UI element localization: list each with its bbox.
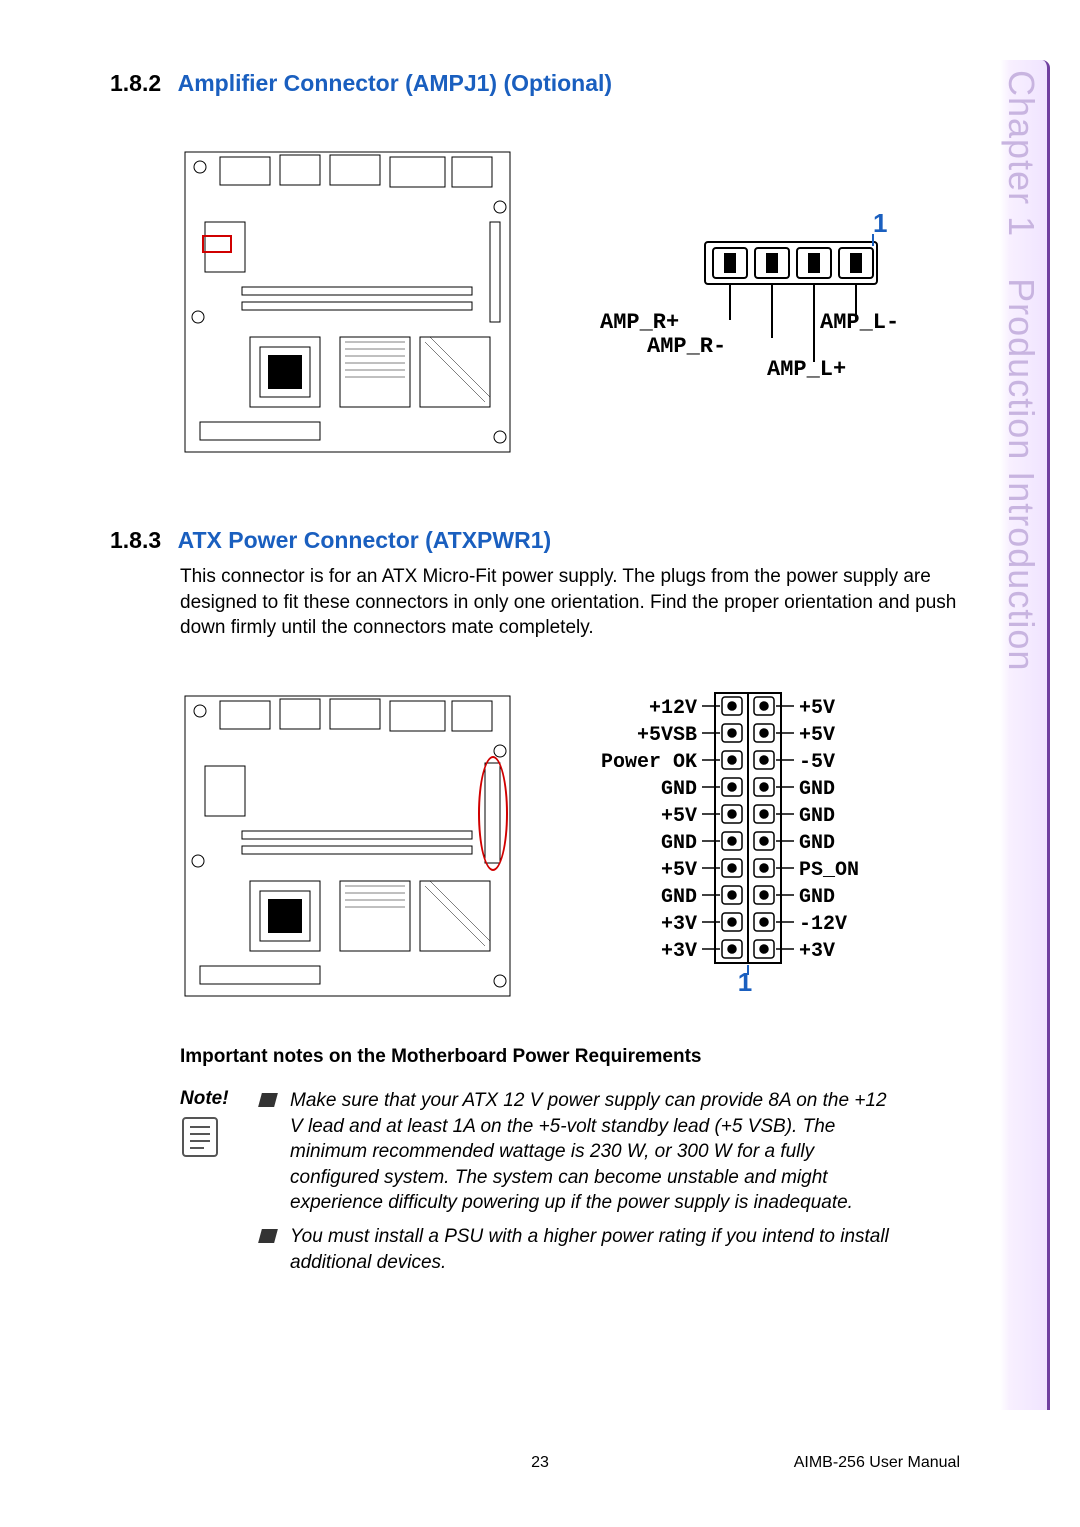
section-182-diagrams: 1 bbox=[180, 137, 980, 467]
motherboard-diagram-183 bbox=[180, 681, 515, 1011]
atx-right-5: GND bbox=[799, 832, 835, 855]
ampj-label-2: AMP_L- bbox=[820, 310, 899, 335]
notes-heading: Important notes on the Motherboard Power… bbox=[180, 1046, 980, 1068]
ampj1-svg: 1 bbox=[575, 210, 935, 390]
ampj-pin1-num: 1 bbox=[873, 210, 887, 238]
section-183-title: ATX Power Connector (ATXPWR1) bbox=[178, 527, 552, 553]
note-bullet-1: You must install a PSU with a higher pow… bbox=[260, 1224, 900, 1275]
atx-left-3: GND bbox=[661, 778, 697, 801]
note-block: Note! Make sure that your ATX 12 V power… bbox=[180, 1088, 980, 1283]
atx-left-7: GND bbox=[661, 886, 697, 909]
ampj-label-1: AMP_R- bbox=[647, 334, 726, 359]
ampj-label-3: AMP_L+ bbox=[767, 357, 846, 382]
atx-left-8: +3V bbox=[661, 913, 697, 936]
section-182-num: 1.8.2 bbox=[110, 70, 161, 96]
section-183-num: 1.8.3 bbox=[110, 527, 161, 553]
section-183-diagrams: +12V +5VSB Power OK GND +5V GND +5V GND +3V +3V +… bbox=[180, 681, 980, 1011]
atxpwr1-svg: +12V +5VSB Power OK GND +5V GND +5V GND +3V +3V +… bbox=[575, 683, 915, 1003]
atx-left-1: +5VSB bbox=[637, 724, 697, 747]
ampj1-pinout: 1 bbox=[575, 210, 935, 395]
note-label: Note! bbox=[180, 1088, 240, 1110]
note-bullets: Make sure that your ATX 12 V power suppl… bbox=[260, 1088, 900, 1283]
section-183: 1.8.3 ATX Power Connector (ATXPWR1) This… bbox=[110, 527, 980, 1283]
section-182: 1.8.2 Amplifier Connector (AMPJ1) (Optio… bbox=[110, 70, 980, 467]
atxpwr1-pinout: +12V +5VSB Power OK GND +5V GND +5V GND +3V +3V +… bbox=[575, 683, 915, 1008]
highlight-atxpwr1 bbox=[478, 756, 508, 871]
footer-manual: AIMB-256 User Manual bbox=[794, 1454, 960, 1472]
ampj-label-0: AMP_R+ bbox=[600, 310, 679, 335]
note-icon bbox=[180, 1115, 220, 1159]
motherboard-diagram-182 bbox=[180, 137, 515, 467]
mobo-svg-182 bbox=[180, 137, 515, 467]
atx-left-2: Power OK bbox=[601, 751, 697, 774]
atx-left-9: +3V bbox=[661, 940, 697, 963]
atx-right-1: +5V bbox=[799, 724, 835, 747]
note-bullet-0: Make sure that your ATX 12 V power suppl… bbox=[260, 1088, 900, 1216]
atx-pin1-num: 1 bbox=[738, 967, 752, 997]
section-182-title: Amplifier Connector (AMPJ1) (Optional) bbox=[178, 70, 612, 96]
atx-right-8: -12V bbox=[799, 913, 847, 936]
atx-right-3: GND bbox=[799, 778, 835, 801]
note-label-col: Note! bbox=[180, 1088, 240, 1164]
section-183-body: This connector is for an ATX Micro-Fit p… bbox=[180, 564, 980, 641]
highlight-ampj1 bbox=[202, 235, 232, 253]
atx-right-2: -5V bbox=[799, 751, 835, 774]
atx-right-7: GND bbox=[799, 886, 835, 909]
atx-left-5: GND bbox=[661, 832, 697, 855]
atx-right-0: +5V bbox=[799, 697, 835, 720]
atx-right-6: PS_ON bbox=[799, 859, 859, 882]
atx-left-4: +5V bbox=[661, 805, 697, 828]
atx-left-0: +12V bbox=[649, 697, 697, 720]
page-content: 1.8.2 Amplifier Connector (AMPJ1) (Optio… bbox=[0, 0, 1080, 1527]
mobo-svg-183 bbox=[180, 681, 515, 1011]
atx-left-6: +5V bbox=[661, 859, 697, 882]
atx-right-9: +3V bbox=[799, 940, 835, 963]
atx-right-4: GND bbox=[799, 805, 835, 828]
